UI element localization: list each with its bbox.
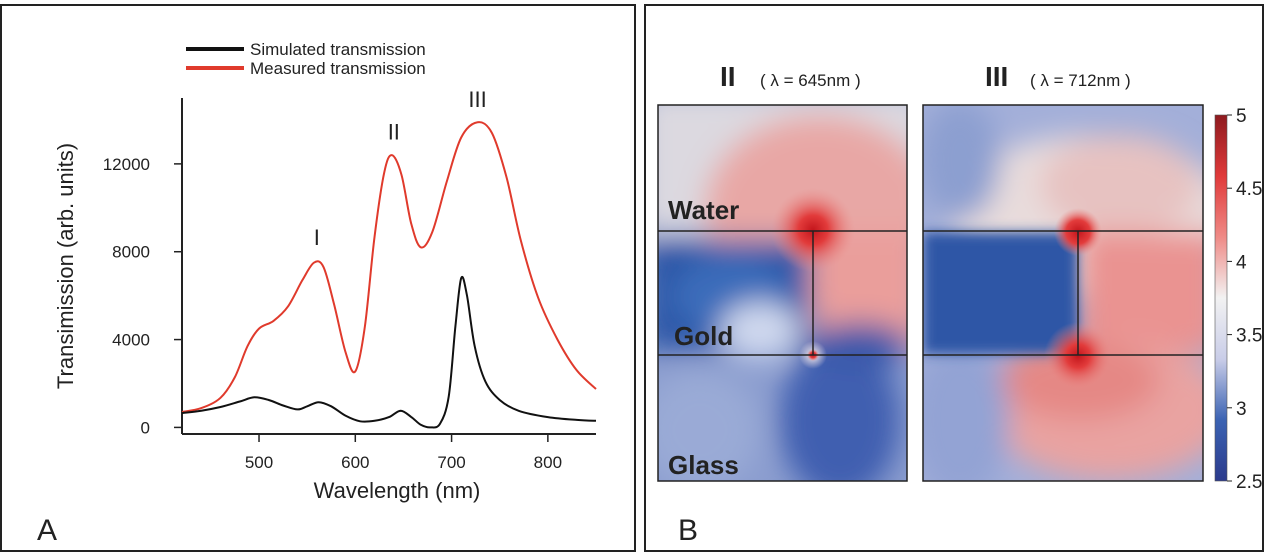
panel-label-b: B (678, 514, 698, 547)
map-title-iii: III (985, 61, 1008, 92)
x-axis-label: Wavelength (nm) (314, 478, 481, 503)
colorbar-tick-label: 5 (1236, 106, 1247, 127)
y-tick-label: 8000 (112, 243, 150, 262)
colorbar-tick-label: 2.5 (1236, 472, 1262, 493)
peak-label: II (388, 120, 400, 145)
field-map-iii-border (922, 104, 1204, 482)
y-tick-label: 4000 (112, 331, 150, 350)
series-line-simulated-transmission (181, 275, 597, 429)
colorbar-tick-label: 3 (1236, 399, 1247, 420)
map-title-ii: II (720, 61, 736, 92)
x-tick-label: 800 (534, 453, 562, 472)
y-tick-label: 12000 (103, 155, 150, 174)
x-tick-label: 700 (437, 453, 465, 472)
peak-label: III (468, 87, 486, 112)
y-axis-label: Transimission (arb. units) (53, 143, 78, 389)
region-label-glass: Glass (668, 450, 739, 480)
field-map-ii (658, 105, 907, 481)
y-tick-label: 0 (141, 418, 150, 437)
region-label-water: Water (668, 195, 739, 225)
panel-b-frame (644, 4, 1264, 552)
panel-label-a: A (37, 514, 57, 547)
legend-label-simulated: Simulated transmission (250, 40, 426, 59)
colorbar-tick-label: 4 (1236, 252, 1247, 273)
x-tick-label: 500 (245, 453, 273, 472)
map-subtitle-iii: ( λ = 712nm ) (1030, 71, 1131, 90)
colorbar (1214, 114, 1228, 482)
colorbar-tick-label: 4.5 (1236, 179, 1262, 200)
field-map-iii (923, 105, 1203, 481)
series-line-measured-transmission (181, 121, 597, 413)
panel-a-frame (0, 4, 636, 552)
x-tick-label: 600 (341, 453, 369, 472)
region-label-gold: Gold (674, 321, 733, 351)
field-map-ii-border (657, 104, 908, 482)
colorbar-tick-label: 3.5 (1236, 326, 1262, 347)
map-subtitle-ii: ( λ = 645nm ) (760, 71, 861, 90)
legend-label-measured: Measured transmission (250, 59, 426, 78)
peak-label: I (314, 225, 320, 250)
